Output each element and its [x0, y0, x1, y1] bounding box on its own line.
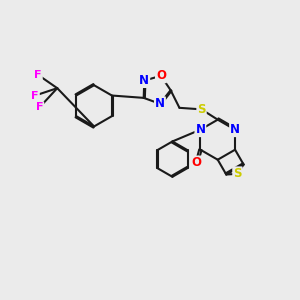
Text: O: O: [156, 69, 166, 82]
Text: F: F: [34, 70, 42, 80]
Text: S: S: [197, 103, 206, 116]
Text: N: N: [230, 123, 240, 136]
Text: O: O: [192, 157, 202, 169]
Text: N: N: [155, 97, 165, 110]
Text: F: F: [32, 91, 39, 100]
Text: F: F: [36, 102, 43, 112]
Text: S: S: [233, 167, 242, 180]
Text: N: N: [195, 123, 206, 136]
Text: N: N: [139, 74, 149, 87]
